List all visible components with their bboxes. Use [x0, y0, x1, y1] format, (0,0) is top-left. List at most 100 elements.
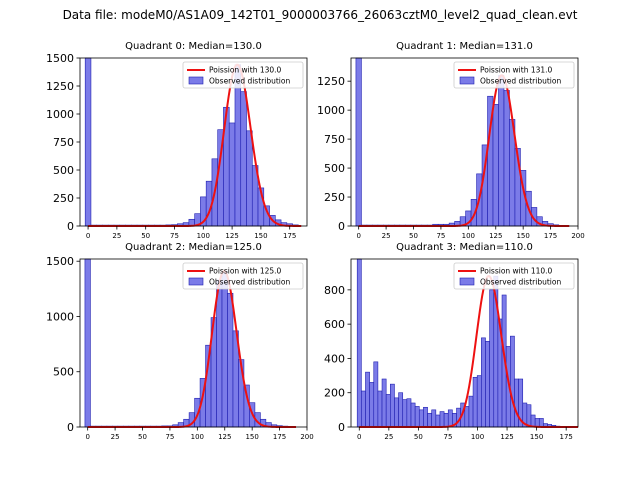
x-tick-label: 150 [530, 433, 543, 441]
histogram-bar [530, 414, 536, 428]
histogram-bar [246, 130, 253, 227]
histogram-bar [431, 409, 437, 428]
x-tick-label: 175 [283, 232, 296, 240]
histogram-bar [427, 412, 432, 428]
legend-label-poisson: Poission with 125.0 [209, 267, 282, 276]
legend-bar-swatch [459, 277, 475, 286]
x-tick-label: 150 [254, 232, 267, 240]
panel-title: Quadrant 2: Median=125.0 [125, 242, 262, 253]
histogram-bar [510, 335, 515, 428]
y-tick-label: 1500 [46, 52, 74, 65]
x-tick-label: 0 [357, 433, 361, 441]
legend-label-poisson: Poission with 131.0 [480, 66, 553, 75]
legend-label-observed: Observed distribution [480, 77, 561, 86]
y-tick-label: 0 [338, 421, 345, 434]
histogram-bar [240, 91, 247, 227]
x-tick-label: 200 [571, 232, 584, 240]
histogram-bar [234, 64, 242, 227]
legend-label-poisson: Poission with 110.0 [480, 267, 553, 276]
histogram-bar [526, 404, 532, 428]
x-tick-label: 100 [462, 232, 475, 240]
y-tick-label: 500 [324, 162, 345, 175]
y-tick-label: 800 [324, 284, 345, 297]
x-tick-label: 175 [544, 232, 557, 240]
y-tick-label: 600 [324, 318, 345, 331]
histogram-bar [414, 406, 420, 428]
y-tick-label: 400 [324, 352, 345, 365]
histogram-bar [418, 409, 424, 428]
legend-box [182, 262, 304, 290]
histogram-bar [439, 411, 445, 428]
y-tick-label: 750 [53, 136, 74, 149]
panel-title: Quadrant 3: Median=110.0 [396, 242, 533, 253]
histogram-bar [373, 361, 379, 428]
y-tick-label: 1000 [317, 104, 345, 117]
histogram-bar [538, 418, 544, 428]
histogram-bar [398, 392, 404, 428]
histogram-bar [410, 402, 416, 428]
legend-box [453, 61, 575, 89]
histogram-bar [390, 383, 395, 428]
histogram-bar [485, 340, 490, 428]
x-tick-label: 25 [111, 433, 120, 441]
histogram-bar [369, 382, 375, 428]
quadrant-1-chart: Quadrant 1: Median=131.0 0 25 50 75 100 125 150… [317, 41, 585, 240]
panel-title: Quadrant 0: Median=130.0 [125, 41, 262, 52]
histogram-bar [84, 258, 91, 428]
y-tick-label: 200 [324, 387, 345, 400]
y-tick-label: 1500 [46, 255, 74, 268]
legend-bar-swatch [188, 277, 204, 286]
x-tick-label: 0 [86, 232, 90, 240]
x-tick-label: 50 [141, 232, 150, 240]
histogram-bar [365, 371, 370, 428]
legend-label-observed: Observed distribution [209, 278, 290, 287]
y-tick-label: 0 [338, 220, 345, 233]
x-tick-label: 150 [516, 232, 529, 240]
legend-bar-swatch [188, 76, 204, 85]
y-tick-label: 500 [53, 366, 74, 379]
x-tick-label: 0 [85, 433, 89, 441]
legend-label-observed: Observed distribution [480, 278, 561, 287]
y-tick-label: 1250 [46, 80, 74, 93]
quadrant-0-chart: Quadrant 0: Median=130.0 0 25 50 75 100 125 150… [46, 41, 308, 240]
y-tick-label: 750 [324, 133, 345, 146]
x-tick-label: 75 [443, 433, 452, 441]
x-tick-label: 100 [197, 232, 210, 240]
axes-frame [79, 258, 308, 428]
poisson-curve [87, 270, 297, 428]
legend-bar-swatch [459, 76, 475, 85]
histogram-bar [84, 57, 92, 227]
histogram-bar [468, 395, 474, 428]
quadrant-3-chart: Quadrant 3: Median=110.0 0 25 50 75 100 125 150… [324, 242, 579, 441]
histogram-bar [406, 398, 412, 428]
poisson-curve [358, 74, 570, 227]
histogram-bar [481, 337, 486, 428]
axes-frame [350, 258, 579, 428]
histogram-bar [356, 258, 362, 428]
histogram-bar [221, 270, 228, 428]
histogram-bar [489, 289, 495, 428]
histogram-bar [423, 406, 428, 428]
x-tick-label: 75 [165, 433, 174, 441]
x-tick-label: 150 [245, 433, 258, 441]
x-tick-label: 25 [384, 433, 393, 441]
axes-frame [350, 57, 579, 227]
x-tick-label: 100 [471, 433, 484, 441]
legend-box [182, 61, 304, 89]
y-tick-label: 1250 [317, 75, 345, 88]
x-tick-label: 175 [559, 433, 572, 441]
histogram-bar [216, 279, 223, 428]
poisson-curve [88, 63, 302, 227]
histogram-bar [447, 409, 453, 428]
histogram-bar [534, 418, 540, 428]
histogram-bar [381, 378, 387, 428]
histogram-bar [498, 75, 505, 227]
x-tick-label: 25 [112, 232, 121, 240]
figure-title: Data file: modeM0/AS1A09_142T01_90000037… [62, 8, 578, 22]
x-tick-label: 175 [273, 433, 286, 441]
histogram-bar [377, 390, 383, 428]
legend-box [453, 262, 575, 290]
histogram-bar [394, 397, 399, 428]
histogram-bar [355, 57, 362, 227]
